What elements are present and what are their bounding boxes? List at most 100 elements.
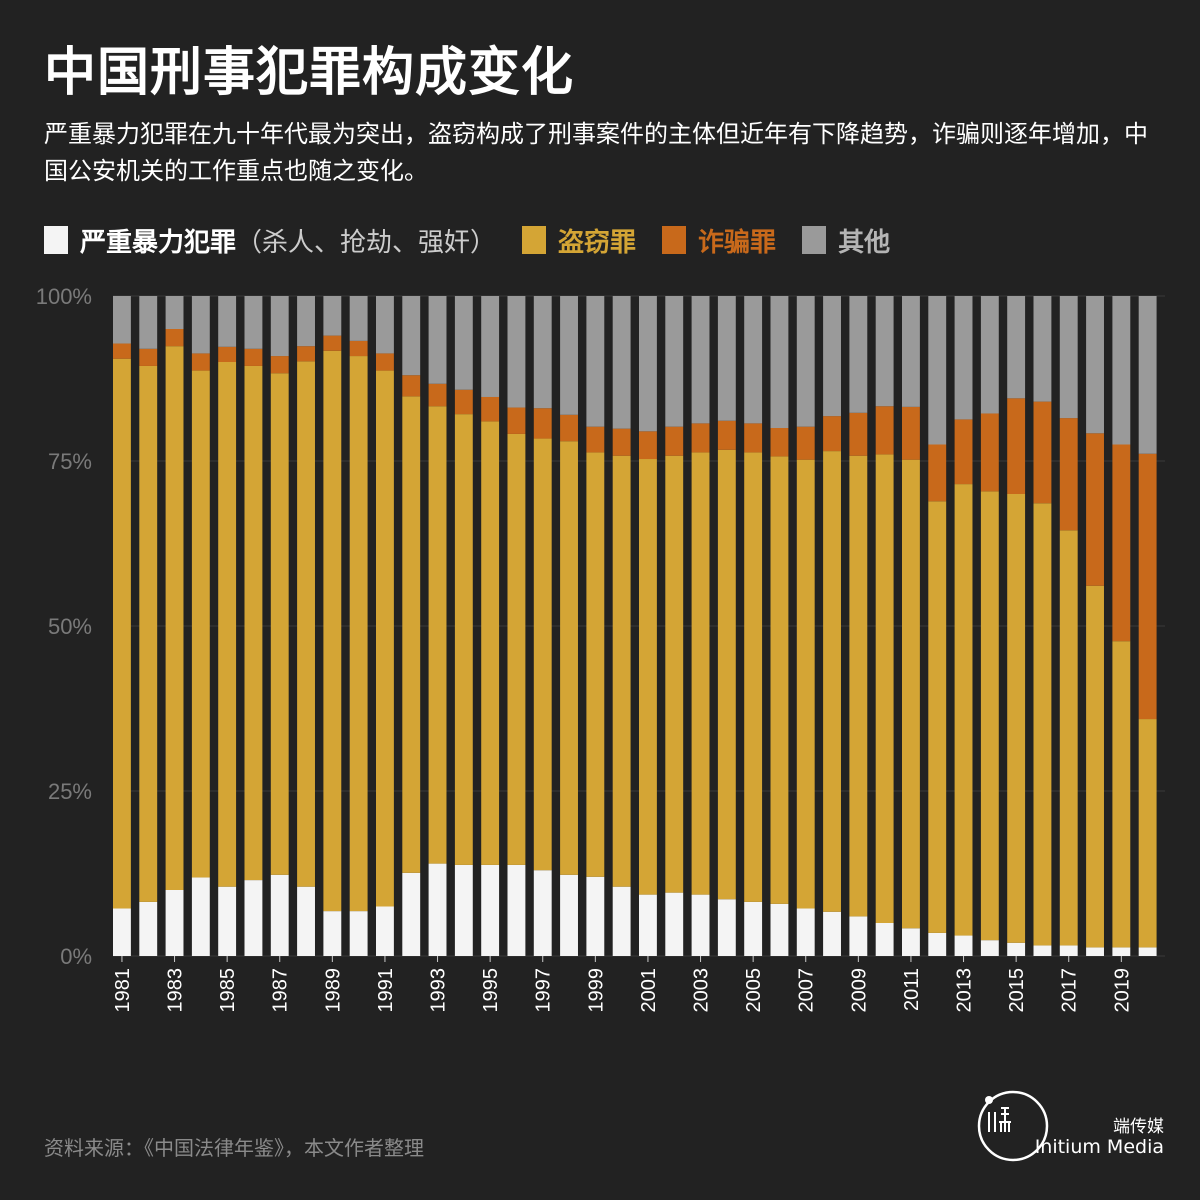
bar-segment: [1138, 719, 1157, 948]
bar-segment: [165, 296, 184, 329]
bar-segment: [481, 296, 500, 397]
bar-segment: [297, 361, 315, 887]
bar-segment: [1086, 433, 1104, 586]
y-tick-label: 75%: [48, 449, 92, 474]
bar-segment: [823, 296, 841, 417]
bar-segment: [717, 420, 736, 450]
legend-swatch-theft: [522, 226, 547, 254]
bar-segment: [717, 899, 736, 956]
bar-segment: [1007, 398, 1026, 494]
bar-segment: [428, 296, 447, 384]
bar-segment: [560, 874, 578, 956]
y-tick-label: 0%: [60, 944, 92, 969]
bar-segment: [507, 433, 526, 865]
bar-segment: [481, 421, 500, 865]
bar-segment: [1086, 296, 1104, 434]
x-tick-label: 1985: [217, 968, 239, 1013]
bar-segment: [297, 296, 315, 347]
bar-segment: [980, 491, 999, 941]
x-tick-label: 1987: [270, 968, 292, 1013]
bar-segment: [244, 880, 263, 956]
bar-segment: [113, 358, 131, 909]
legend-item-theft: 盗窃罪: [522, 222, 636, 259]
bar-segment: [349, 911, 368, 956]
bar-segment: [902, 459, 920, 929]
bar-segment: [218, 296, 237, 347]
bar-segment: [533, 438, 552, 871]
bar-segment: [113, 343, 131, 359]
bar-segment: [113, 296, 131, 344]
bar-segment: [770, 296, 789, 428]
bar-segment: [744, 901, 763, 956]
bar-segment: [402, 872, 421, 956]
brand-name: 端传媒: [1113, 1117, 1164, 1137]
bar-segment: [533, 296, 552, 409]
bar-segment: [191, 353, 210, 371]
bar-segment: [218, 886, 237, 956]
bar-segment: [875, 406, 894, 455]
bar-segment: [691, 452, 710, 895]
bar-segment: [796, 296, 815, 427]
legend-note-violent: （杀人、抢劫、强奸）: [236, 227, 497, 258]
bar-segment: [560, 441, 578, 875]
bar-segment: [376, 296, 394, 354]
x-tick-label: 1989: [322, 968, 344, 1013]
legend-label-theft: 盗窃罪: [558, 227, 637, 258]
bar-segment: [270, 373, 289, 875]
x-axis-tick-labels: 1981 1983 1985 1987 1989 1991 1993 1995 1997 1999…: [112, 956, 1133, 1013]
legend-swatch-other: [802, 226, 827, 254]
bar-segment: [270, 356, 289, 374]
x-tick-label: 1997: [533, 968, 555, 1013]
x-tick-label: 2017: [1059, 968, 1081, 1013]
bar-segment: [770, 456, 789, 904]
bar-segment: [586, 876, 605, 956]
bar-segment: [1007, 296, 1026, 399]
bar-segment: [113, 908, 131, 956]
x-tick-label: 2019: [1111, 968, 1133, 1013]
bar-segment: [1112, 444, 1131, 642]
bar-segment: [823, 416, 841, 452]
bar-segment: [954, 935, 973, 956]
bar-segment: [218, 346, 237, 362]
bar-segment: [481, 396, 500, 422]
page-subtitle: 严重暴力犯罪在九十年代最为突出，盗窃构成了刑事案件的主体但近年有下降趋势，诈骗则…: [44, 120, 1148, 185]
bar-segment: [639, 459, 657, 895]
x-tick-label: 1993: [428, 968, 450, 1013]
bar-segment: [1086, 585, 1104, 948]
bar-segment: [165, 890, 184, 956]
bar-segment: [954, 419, 973, 485]
bar-segment: [402, 375, 421, 397]
bar-segment: [980, 296, 999, 414]
bar-segment: [428, 383, 447, 407]
bar-segment: [639, 431, 657, 460]
initium-logo-icon: [977, 1090, 1049, 1162]
x-tick-label: 1983: [165, 968, 187, 1013]
bar-segment: [191, 296, 210, 354]
bar-segment: [586, 452, 605, 877]
bar-segment: [297, 886, 315, 956]
bar-segment: [691, 894, 710, 956]
source-note: 资料来源：《中国法律年鉴》，本文作者整理: [44, 1136, 424, 1160]
bar-segment: [796, 908, 815, 956]
bar-segment: [349, 296, 368, 341]
bar-segment: [612, 296, 631, 429]
bar-segment: [980, 413, 999, 492]
bar-segment: [980, 940, 999, 956]
bar-segment: [139, 901, 158, 956]
bar-segment: [244, 296, 263, 349]
x-tick-label: 2003: [691, 968, 713, 1013]
bars: [113, 296, 1157, 956]
bar-segment: [665, 296, 684, 427]
x-tick-label: 2005: [743, 968, 765, 1013]
bar-segment: [1138, 296, 1157, 454]
legend-swatch-violent: [44, 226, 68, 254]
bar-segment: [481, 864, 500, 956]
bar-segment: [349, 340, 368, 357]
bar-segment: [191, 877, 210, 956]
bar-segment: [665, 892, 684, 956]
page-title: 中国刑事犯罪构成变化: [44, 43, 575, 103]
bar-segment: [376, 906, 394, 956]
bar-segment: [1086, 947, 1104, 956]
bar-segment: [244, 348, 263, 366]
bar-segment: [875, 296, 894, 407]
